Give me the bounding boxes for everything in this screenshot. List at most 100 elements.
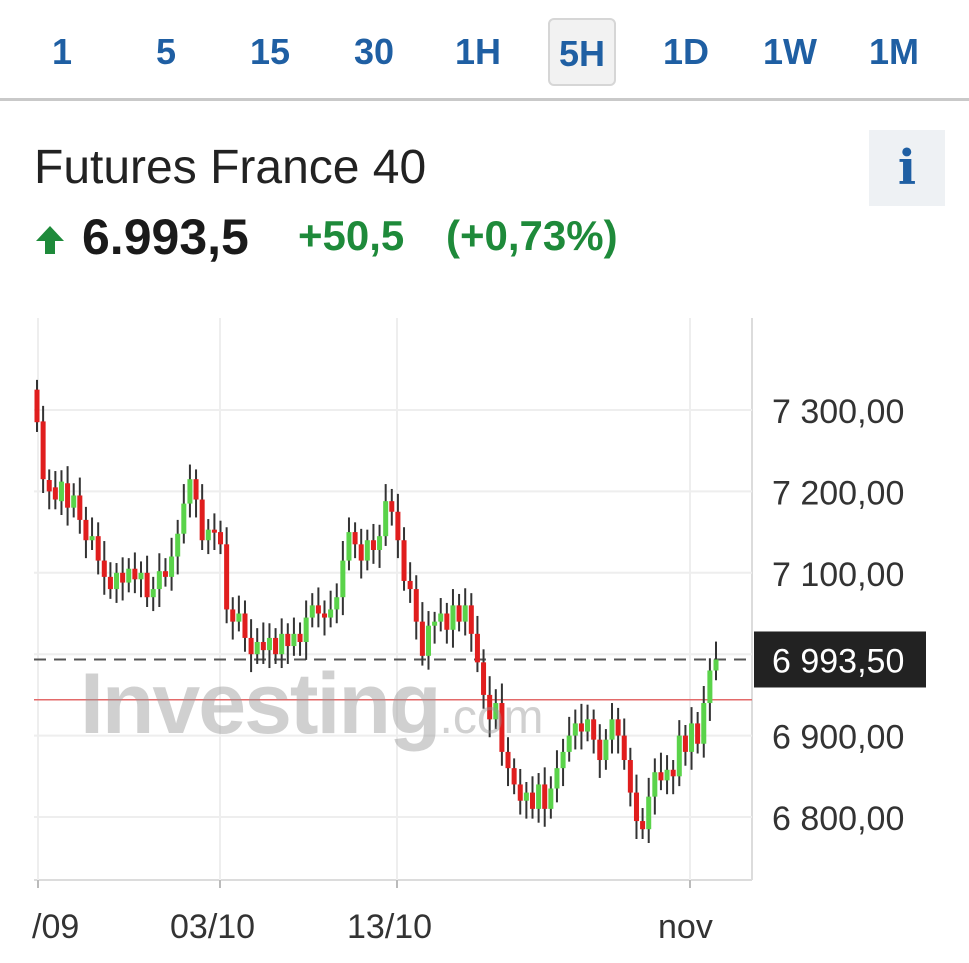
candle-body: [218, 532, 224, 545]
candle-body: [456, 605, 462, 622]
candle-body: [58, 481, 64, 502]
arrow-up-icon: [36, 226, 64, 254]
candle-body: [707, 670, 713, 704]
candle-body: [487, 694, 493, 720]
tab-1m[interactable]: 1M: [868, 31, 919, 72]
candle-body: [578, 723, 584, 732]
candle-body: [401, 540, 407, 581]
instrument-title: Futures France 40: [34, 141, 427, 194]
candle-body: [646, 796, 652, 830]
candle-body: [640, 821, 646, 830]
candle-body: [554, 768, 560, 789]
candlestick-chart[interactable]: 7 300,00 7 200,00 7 100,00 6 900,00 6 800,00…: [0, 300, 969, 963]
candle-body: [285, 633, 291, 647]
candle-body: [175, 533, 181, 557]
candle-body: [407, 580, 413, 590]
x-tick-label: 03/10: [170, 908, 255, 946]
candle-body: [438, 613, 444, 622]
candle-body: [169, 556, 175, 577]
y-tick-label: 6 900,00: [772, 719, 904, 757]
candle-body: [40, 421, 46, 480]
candle-body: [279, 633, 285, 655]
y-tick-label: 6 800,00: [772, 800, 904, 838]
tab-1[interactable]: 1: [51, 31, 73, 72]
candle-body: [701, 703, 707, 744]
tab-1w[interactable]: 1W: [763, 31, 817, 72]
candle-body: [432, 621, 438, 626]
candle-body: [34, 389, 40, 423]
tab-1d[interactable]: 1D: [662, 31, 710, 72]
candle-body: [101, 560, 107, 577]
candle-body: [560, 751, 566, 769]
candle-body: [303, 617, 309, 642]
candle-body: [346, 532, 352, 561]
candle-body: [297, 633, 303, 642]
candle-body: [377, 536, 383, 551]
y-tick-label: 7 300,00: [772, 393, 904, 431]
candle-body: [83, 519, 89, 541]
watermark-main: Investing: [80, 656, 442, 752]
candle-body: [248, 637, 254, 655]
candle-body: [120, 572, 126, 583]
info-icon[interactable]: i: [869, 130, 945, 206]
candle-body: [566, 735, 572, 752]
tab-15[interactable]: 15: [249, 31, 291, 72]
candle-body: [144, 572, 150, 598]
candle-body: [236, 613, 242, 622]
candle-body: [132, 568, 138, 580]
candle-body: [114, 572, 120, 590]
y-tick-label: 7 200,00: [772, 474, 904, 512]
candle-body: [291, 633, 297, 647]
candle-body: [695, 723, 701, 744]
candle-body: [328, 609, 334, 618]
candle-body: [493, 703, 499, 720]
price-change-percent: (+0,73%): [446, 212, 618, 259]
candle-body: [419, 621, 425, 656]
x-tick-label: nov: [658, 908, 713, 946]
candle-body: [499, 703, 505, 752]
candle-body: [193, 479, 199, 500]
candle-body: [621, 735, 627, 761]
candle-body: [658, 772, 664, 781]
candle-body: [633, 792, 639, 822]
candle-body: [548, 788, 554, 809]
candle-body: [65, 483, 71, 508]
candle-body: [77, 495, 83, 520]
tab-5[interactable]: 5: [155, 31, 177, 72]
tab-5h[interactable]: 5H: [548, 18, 616, 86]
candle-body: [689, 723, 695, 752]
candle-body: [597, 739, 603, 761]
candle-body: [523, 792, 529, 801]
candle-body: [52, 487, 58, 500]
candle-body: [395, 511, 401, 541]
candle-body: [340, 560, 346, 598]
candle-body: [156, 571, 162, 590]
candle-body: [425, 625, 432, 656]
candle-body: [468, 605, 474, 634]
candle-body: [260, 641, 266, 651]
candle-body: [670, 769, 676, 777]
candle-body: [676, 735, 682, 777]
candle-body: [370, 540, 376, 551]
candle-body: [242, 613, 248, 638]
candle-body: [46, 480, 52, 492]
price-change: +50,5: [298, 212, 405, 259]
candle-body: [273, 637, 279, 655]
candle-body: [413, 589, 419, 622]
candle-body: [364, 540, 370, 561]
candle-body: [309, 605, 315, 618]
candle-body: [585, 719, 591, 732]
tab-1h[interactable]: 1H: [454, 31, 502, 72]
tab-30[interactable]: 30: [353, 31, 395, 72]
current-price-badge: [754, 631, 926, 688]
candle-body: [107, 576, 113, 590]
candle-body: [591, 719, 597, 740]
candle-body: [505, 751, 511, 769]
timeframe-tabs: 1 5 15 30 1H 5H 1D 1W 1M: [0, 0, 969, 101]
watermark-suffix: .com: [439, 691, 544, 744]
candle-body: [481, 662, 487, 695]
candle-body: [652, 772, 658, 797]
candle-body: [529, 792, 535, 809]
candle-body: [609, 719, 615, 740]
candle-body: [383, 501, 389, 537]
